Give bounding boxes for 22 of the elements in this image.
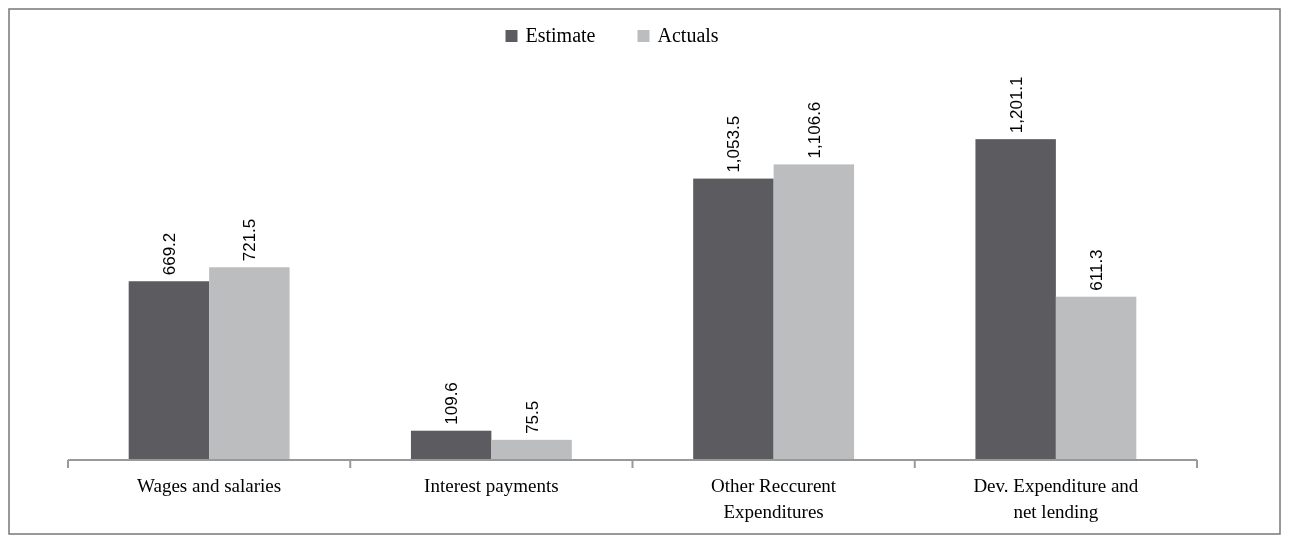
data-label: 1,053.5: [724, 115, 744, 173]
bar: [975, 139, 1056, 460]
data-label: 75.5: [522, 400, 542, 434]
legend-label: Actuals: [657, 24, 719, 46]
x-tick-label: Dev. Expenditure and net lending: [973, 475, 1139, 522]
legend-label: Estimate: [525, 24, 596, 46]
bar: [1055, 296, 1137, 460]
bar: [410, 430, 492, 460]
data-label: 669.2: [159, 232, 179, 276]
data-label: 109.6: [442, 382, 462, 425]
data-label: 611.3: [1087, 249, 1107, 291]
data-label: 1,106.6: [804, 101, 824, 159]
bar: [693, 178, 774, 460]
bar: [773, 164, 855, 460]
x-tick-label: Other Reccurent Expenditures: [711, 475, 837, 522]
bar: [128, 281, 210, 460]
data-label: 721.5: [240, 218, 260, 262]
bar: [491, 439, 572, 460]
x-tick-label: Interest payments: [424, 475, 559, 496]
x-tick-label: Wages and salaries: [137, 475, 282, 496]
bar: [209, 267, 290, 460]
data-label: 1,201.1: [1006, 76, 1026, 134]
